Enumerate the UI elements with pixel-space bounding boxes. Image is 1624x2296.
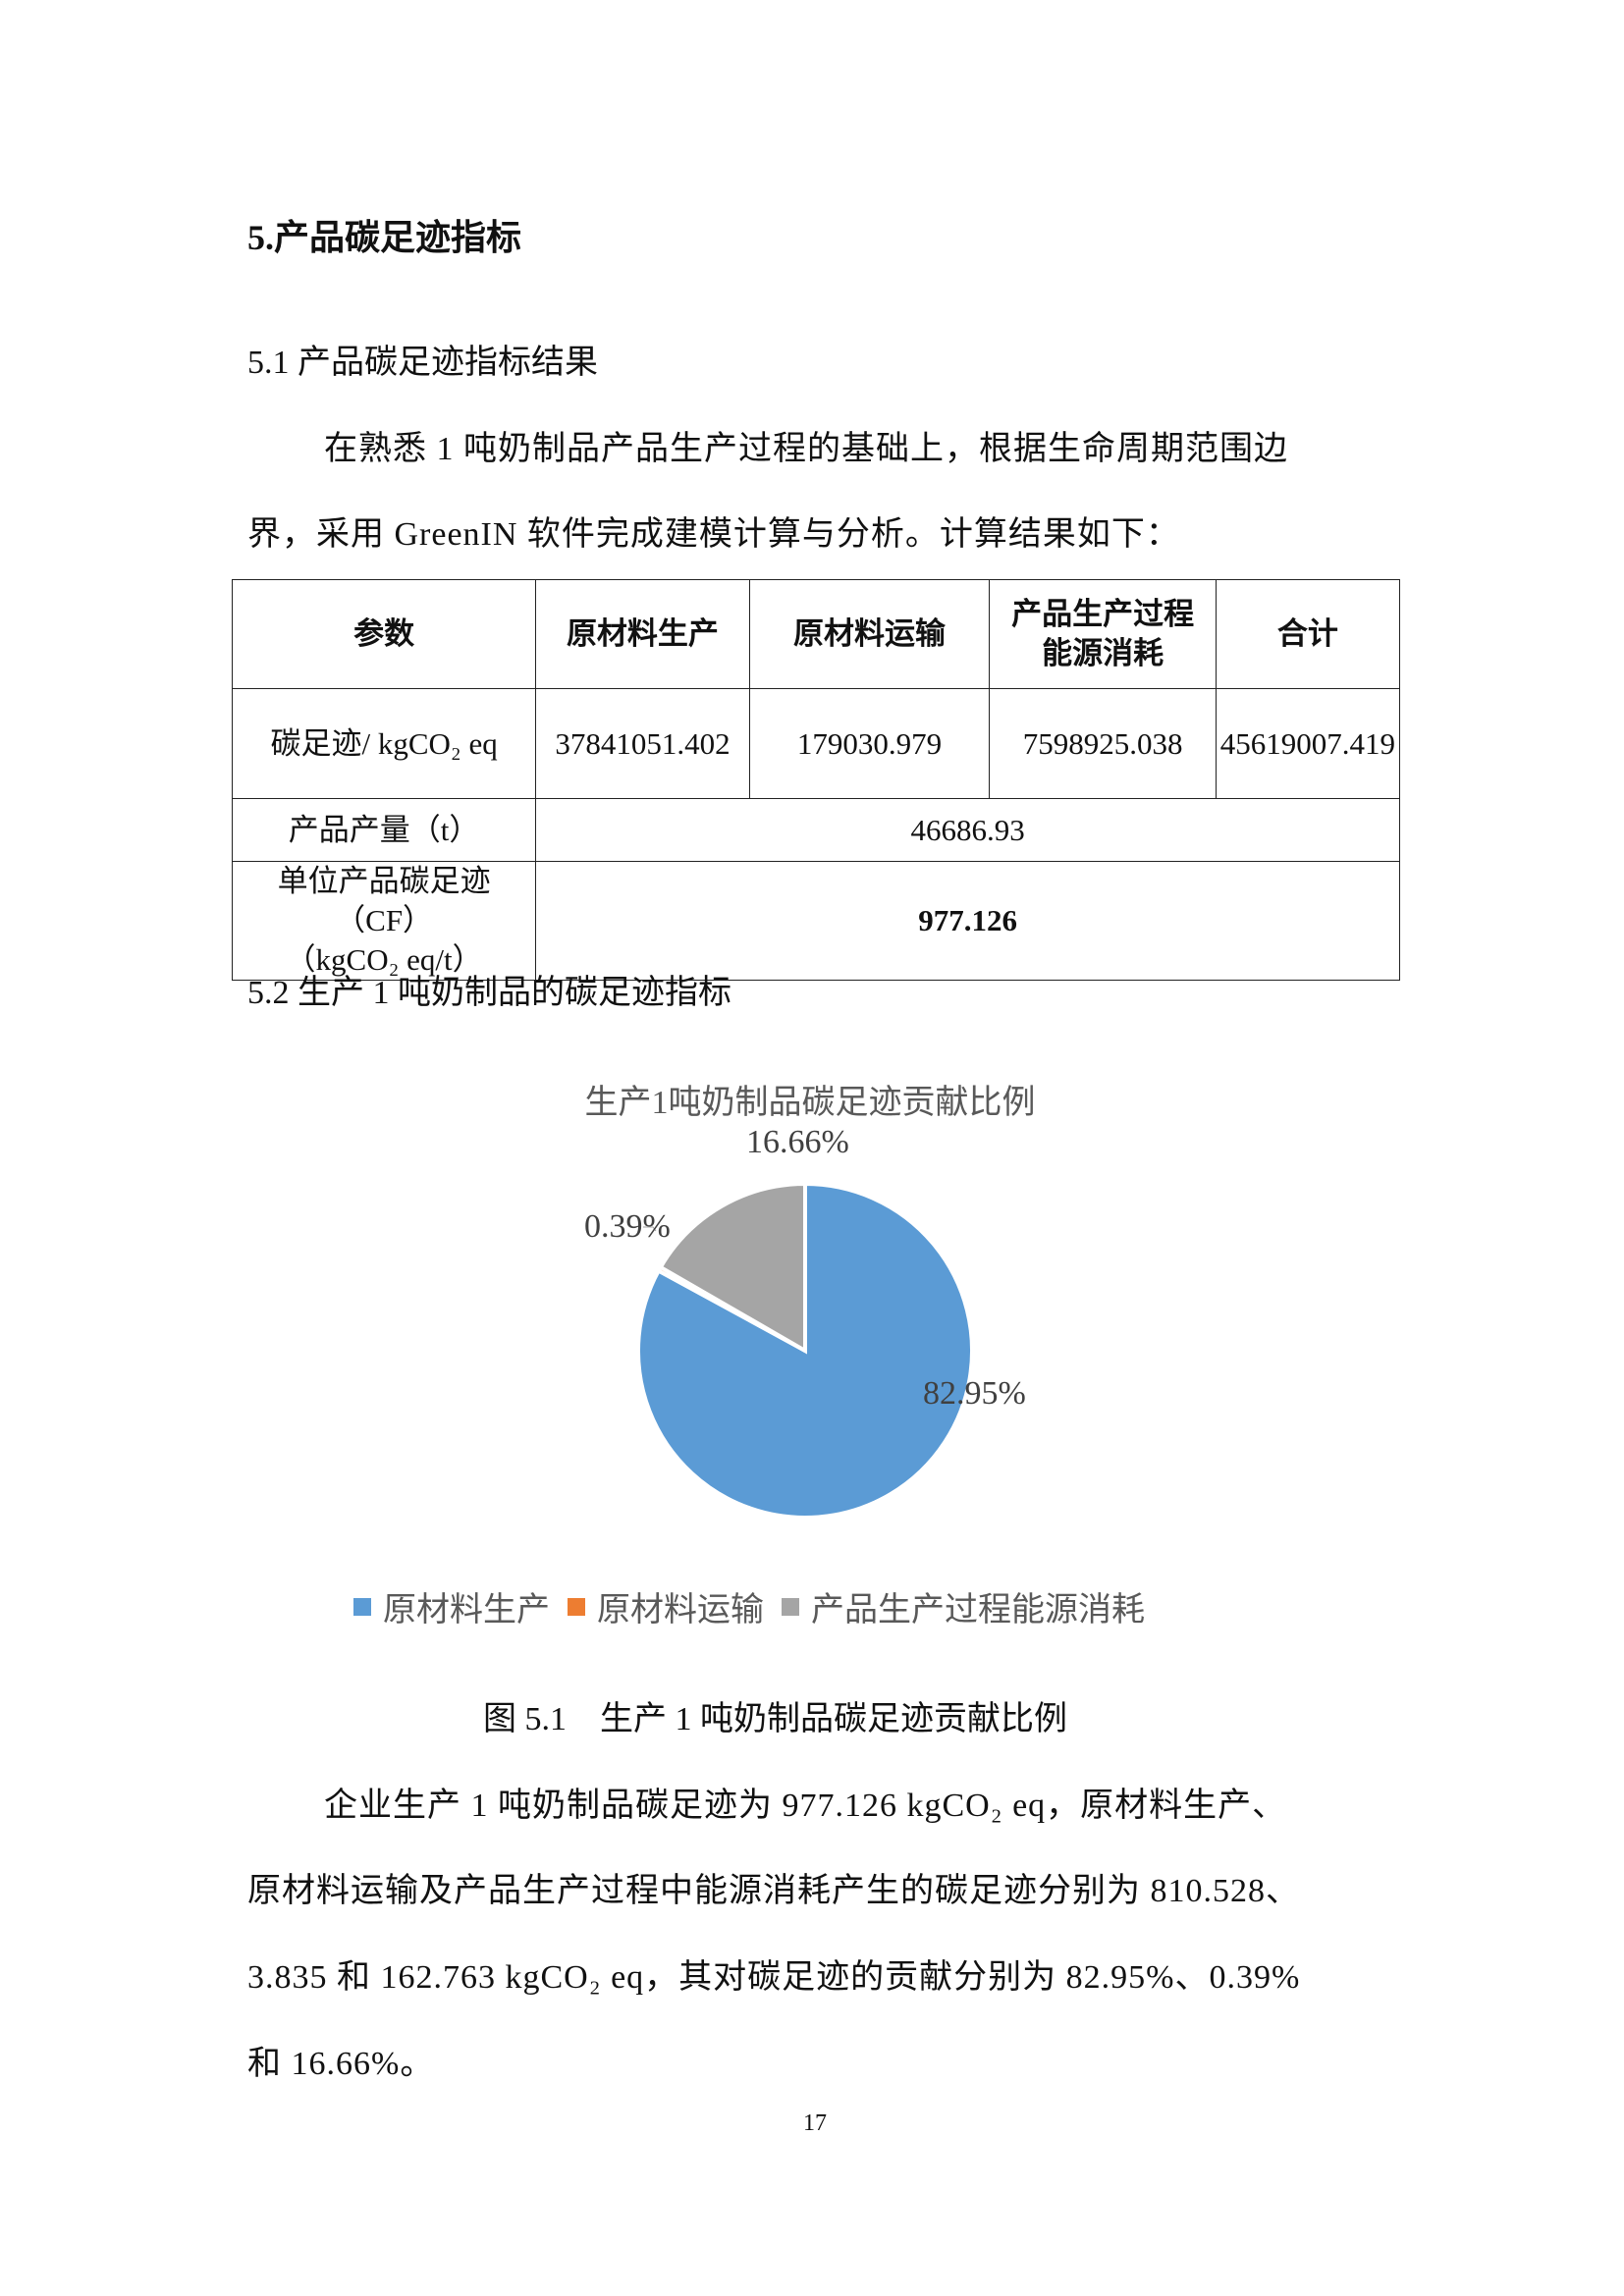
intro-line: 界，采用 GreenIN 软件完成建模计算与分析。计算结果如下： bbox=[247, 516, 1180, 553]
data-label: 16.66% bbox=[746, 1124, 849, 1160]
row-label: 产品产量（t） bbox=[231, 798, 537, 862]
header-cell: 合计 bbox=[1215, 579, 1401, 689]
table-cell: 46686.93 bbox=[535, 798, 1400, 862]
table-cell: 977.126 bbox=[535, 861, 1400, 981]
row-label-line: 单位产品碳足迹（CF） bbox=[277, 864, 491, 937]
summary-line: 和 16.66%。 bbox=[247, 2046, 435, 2082]
header-cell: 产品生产过程能源消耗 bbox=[989, 579, 1217, 689]
data-label: 0.39% bbox=[584, 1208, 671, 1245]
slice-raw-material-production bbox=[636, 1181, 974, 1520]
table-cell: 37841051.402 bbox=[535, 688, 750, 799]
subsection-heading-5-1: 5.1 产品碳足迹指标结果 bbox=[247, 345, 598, 381]
subsection-heading-5-2: 5.2 生产 1 吨奶制品的碳足迹指标 bbox=[247, 975, 731, 1011]
table-header-row: 参数 原材料生产 原材料运输 产品生产过程能源消耗 合计 bbox=[231, 579, 1401, 689]
summary-line: 3.835 和 162.763 kgCO₂ eq，其对碳足迹的贡献分别为 82.… bbox=[247, 1959, 1301, 1996]
summary-line: 原材料运输及产品生产过程中能源消耗产生的碳足迹分别为 810.528、 bbox=[247, 1873, 1300, 1909]
legend-swatch bbox=[782, 1597, 799, 1616]
page-number: 17 bbox=[803, 2110, 827, 2136]
legend-label: 原材料运输 bbox=[597, 1592, 764, 1629]
leader-line bbox=[643, 1226, 657, 1232]
header-cell: 原材料运输 bbox=[748, 579, 991, 689]
legend-item: 原材料运输 bbox=[568, 1582, 764, 1630]
table-cell: 7598925.038 bbox=[989, 688, 1217, 799]
header-cell: 原材料生产 bbox=[535, 579, 750, 689]
section-heading: 5.产品碳足迹指标 bbox=[247, 218, 522, 257]
pie-chart: 82.95% 0.39% 16.66% bbox=[584, 1124, 1026, 1520]
legend-label: 原材料生产 bbox=[383, 1592, 550, 1629]
chart-title: 生产1吨奶制品碳足迹贡献比例 bbox=[584, 1085, 1036, 1121]
legend-item: 原材料生产 bbox=[353, 1582, 550, 1630]
legend-item: 产品生产过程能源消耗 bbox=[782, 1582, 1145, 1630]
intro-line: 在熟悉 1 吨奶制品产品生产过程的基础上，根据生命周期范围边 bbox=[324, 431, 1288, 467]
row-label: 单位产品碳足迹（CF） （kgCO₂ eq/t） bbox=[231, 861, 537, 981]
chart-legend: 原材料生产 原材料运输 产品生产过程能源消耗 bbox=[353, 1582, 1145, 1630]
row-label-line: （kgCO₂ eq/t） bbox=[285, 942, 483, 977]
legend-swatch bbox=[353, 1597, 371, 1616]
summary-line: 企业生产 1 吨奶制品碳足迹为 977.126 kgCO₂ eq，原材料生产、 bbox=[324, 1788, 1287, 1824]
carbon-footprint-table: 参数 原材料生产 原材料运输 产品生产过程能源消耗 合计 碳足迹/ kgCO₂ … bbox=[231, 579, 1401, 981]
header-cell: 参数 bbox=[231, 579, 537, 689]
slice-energy-consumption bbox=[658, 1181, 807, 1355]
row-label: 碳足迹/ kgCO₂ eq bbox=[231, 688, 537, 799]
data-label: 82.95% bbox=[923, 1375, 1026, 1412]
table-row: 碳足迹/ kgCO₂ eq 37841051.402 179030.979 75… bbox=[231, 688, 1401, 799]
table-row: 单位产品碳足迹（CF） （kgCO₂ eq/t） 977.126 bbox=[231, 861, 1400, 981]
legend-label: 产品生产过程能源消耗 bbox=[811, 1592, 1145, 1629]
legend-swatch bbox=[568, 1597, 585, 1616]
table-row: 产品产量（t） 46686.93 bbox=[231, 798, 1400, 862]
table-cell: 179030.979 bbox=[748, 688, 991, 799]
figure-caption: 图 5.1 生产 1 吨奶制品碳足迹贡献比例 bbox=[483, 1701, 1067, 1737]
table-cell: 45619007.419 bbox=[1215, 688, 1401, 799]
